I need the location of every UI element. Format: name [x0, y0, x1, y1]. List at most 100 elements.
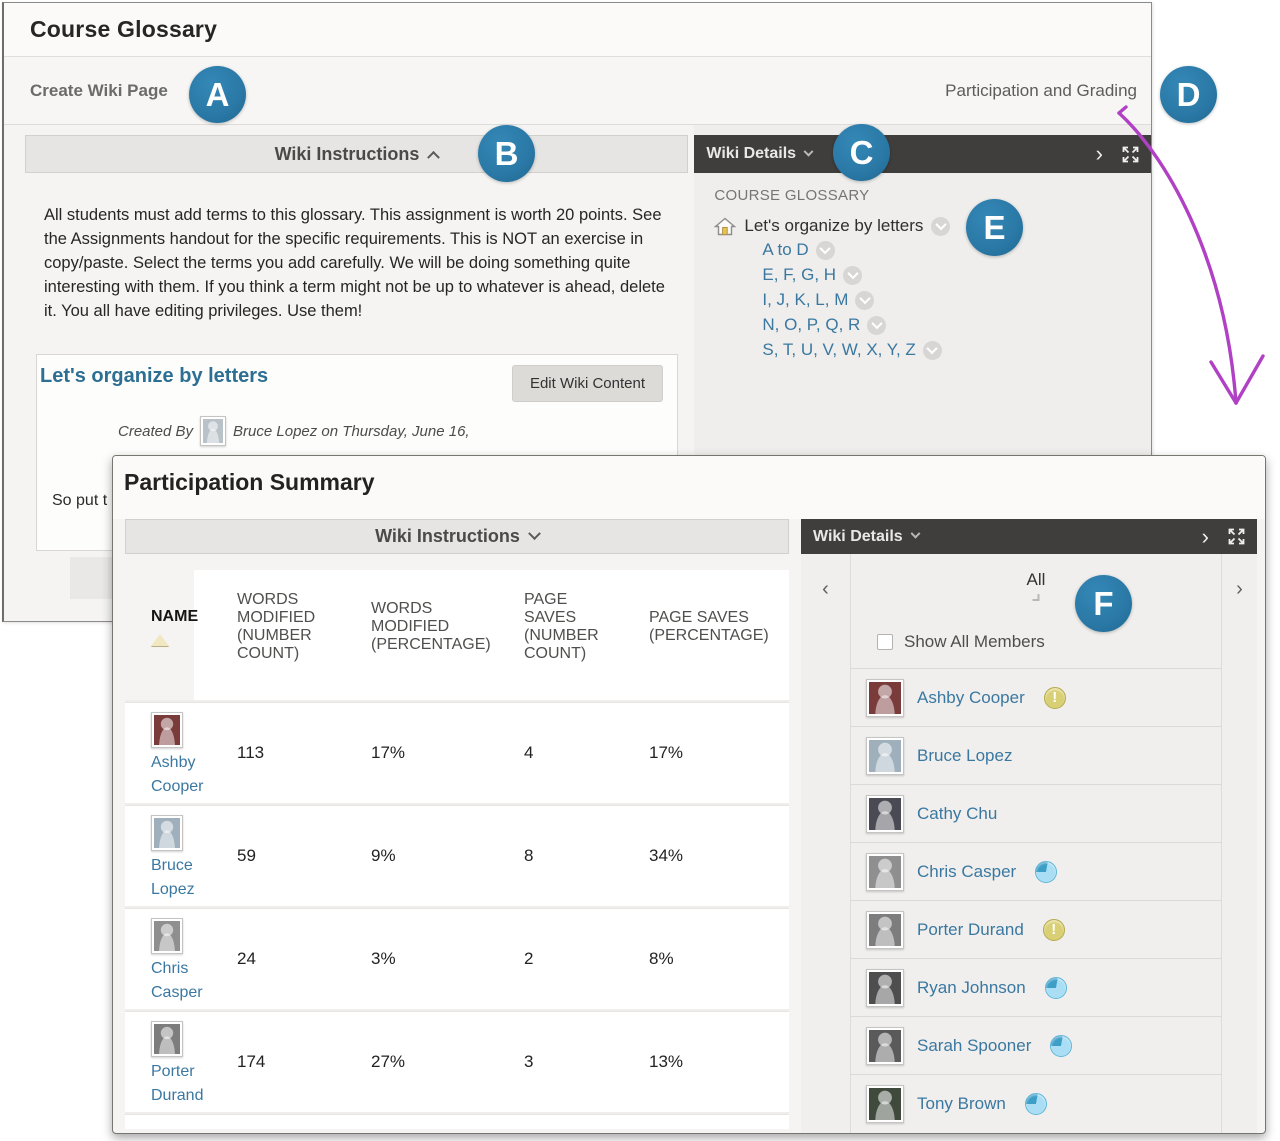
item-menu-chevron-icon[interactable]: [922, 340, 942, 360]
column-header-name[interactable]: NAME: [125, 608, 237, 646]
wiki-instructions-label: Wiki Instructions: [274, 143, 420, 164]
tree-page-link[interactable]: E, F, G, H: [762, 265, 837, 284]
column-header-words-pct[interactable]: WORDS MODIFIED (PERCENTAGE): [371, 600, 491, 653]
callout-badge-e: E: [966, 199, 1023, 256]
avatar: [866, 1084, 904, 1123]
overlay-wiki-details-header[interactable]: Wiki Details ›: [801, 519, 1257, 554]
column-header-saves-pct[interactable]: PAGE SAVES (PERCENTAGE): [649, 609, 769, 644]
show-all-members-label: Show All Members: [904, 632, 1045, 651]
words-modified-count: 24: [237, 948, 256, 968]
page-saves-count: 8: [524, 845, 534, 865]
item-menu-chevron-icon[interactable]: [815, 240, 835, 260]
avatar: [866, 794, 904, 833]
table-header-row: NAME WORDS MODIFIED (NUMBER COUNT) WORDS…: [125, 554, 789, 700]
wiki-details-label: Wiki Details: [706, 145, 797, 162]
member-status-icon: [1043, 686, 1066, 709]
tree-page-link[interactable]: N, O, P, Q, R: [762, 315, 861, 334]
expand-icon[interactable]: [1228, 528, 1245, 545]
member-list-item: Chris Casper: [851, 842, 1221, 900]
callout-badge-d: D: [1160, 66, 1217, 123]
creator-avatar: [200, 416, 227, 446]
member-link[interactable]: Chris Casper: [917, 861, 1017, 881]
column-header-saves-count[interactable]: PAGE SAVES (NUMBER COUNT): [524, 591, 599, 662]
edit-wiki-content-button[interactable]: Edit Wiki Content: [511, 365, 663, 402]
glossary-tree: COURSE GLOSSARY Let's organize by letter…: [694, 173, 1151, 360]
callout-badge-f: F: [1075, 575, 1132, 632]
avatar: [151, 712, 183, 748]
avatar: [866, 736, 904, 775]
previous-icon[interactable]: ‹: [801, 554, 851, 1133]
participation-summary-window: Participation Summary Wiki Instructions …: [112, 455, 1266, 1134]
item-menu-chevron-icon[interactable]: [867, 315, 887, 335]
show-all-members-row: Show All Members: [851, 616, 1221, 668]
tree-page-link[interactable]: S, T, U, V, W, X, Y, Z: [762, 340, 916, 359]
tree-root-label[interactable]: Let's organize by letters: [744, 216, 924, 235]
overlay-wiki-instructions-header[interactable]: Wiki Instructions: [125, 519, 789, 554]
wiki-instructions-header[interactable]: Wiki Instructions: [25, 135, 688, 173]
item-menu-chevron-icon[interactable]: [931, 216, 951, 236]
overlay-content: Wiki Instructions NAME WORDS MODIFIED (N…: [113, 519, 1265, 1133]
words-modified-pct: 3%: [371, 948, 396, 968]
tree-page-link[interactable]: A to D: [762, 240, 809, 259]
wiki-instructions-text: All students must add terms to this glos…: [44, 206, 665, 320]
tree-section-label: COURSE GLOSSARY: [714, 187, 870, 204]
create-wiki-page-button[interactable]: Create Wiki Page: [30, 80, 168, 100]
tree-item: E, F, G, H: [762, 265, 1151, 285]
words-modified-pct: 9%: [371, 845, 396, 865]
page-saves-pct: 8%: [649, 948, 674, 968]
tree-item: N, O, P, Q, R: [762, 315, 1151, 335]
tree-page-link[interactable]: I, J, K, L, M: [762, 290, 849, 309]
collapse-up-icon: [427, 150, 441, 164]
created-by-line: Created By Bruce Lopez on Thursday, June…: [118, 416, 677, 446]
member-name-link[interactable]: Ashby Cooper: [151, 754, 204, 795]
created-by-text: Bruce Lopez on Thursday, June 16,: [233, 422, 470, 440]
words-modified-count: 59: [237, 845, 256, 865]
avatar: [866, 678, 904, 717]
member-name-link[interactable]: Chris Casper: [151, 960, 203, 1001]
callout-badge-a: A: [189, 66, 246, 123]
participation-and-grading-link[interactable]: Participation and Grading: [945, 80, 1137, 100]
member-list-item: Bruce Lopez: [851, 726, 1221, 784]
member-link[interactable]: Sarah Spooner: [917, 1035, 1032, 1055]
tree-root-item[interactable]: Let's organize by letters: [714, 216, 1151, 236]
tree-item: S, T, U, V, W, X, Y, Z: [762, 340, 1151, 360]
callout-badge-b: B: [478, 125, 535, 182]
next-icon[interactable]: ›: [1221, 554, 1257, 1133]
action-bar: Create Wiki Page Participation and Gradi…: [4, 57, 1151, 125]
table-row: Bruce Lopez 59 9% 8 34%: [125, 803, 789, 906]
member-list-item: Ashby Cooper: [851, 668, 1221, 726]
item-menu-chevron-icon[interactable]: [855, 290, 875, 310]
page-saves-pct: 17%: [649, 742, 684, 762]
member-link[interactable]: Ryan Johnson: [917, 977, 1026, 997]
member-status-icon: [1024, 1092, 1047, 1115]
member-link[interactable]: Tony Brown: [917, 1093, 1006, 1113]
member-list-item: Ryan Johnson: [851, 958, 1221, 1016]
page-saves-count: 2: [524, 948, 534, 968]
overlay-title: Participation Summary: [124, 469, 375, 495]
member-link[interactable]: Porter Durand: [917, 919, 1024, 939]
member-name-link[interactable]: Bruce Lopez: [151, 857, 195, 898]
column-header-words-count[interactable]: WORDS MODIFIED (NUMBER COUNT): [237, 591, 316, 662]
filter-all-control[interactable]: All: [851, 554, 1221, 616]
wiki-details-header[interactable]: Wiki Details ›: [694, 135, 1151, 173]
sort-ascending-icon: [151, 634, 169, 646]
member-name-link[interactable]: Porter Durand: [151, 1063, 204, 1104]
member-link[interactable]: Bruce Lopez: [917, 745, 1013, 765]
page-saves-count: 4: [524, 742, 534, 762]
member-link[interactable]: Cathy Chu: [917, 803, 998, 823]
show-all-members-checkbox[interactable]: [877, 634, 893, 650]
member-link[interactable]: Ashby Cooper: [917, 687, 1025, 707]
expand-icon[interactable]: [1122, 146, 1139, 163]
chevron-right-icon[interactable]: ›: [1095, 141, 1103, 166]
page-saves-pct: 34%: [649, 845, 684, 865]
collapse-down-icon: [528, 527, 541, 541]
overlay-wiki-details-sidebar: Wiki Details › ‹ All Show All M: [801, 519, 1257, 1133]
table-row: Chris Casper 24 3% 2 8%: [125, 906, 789, 1009]
avatar: [151, 815, 183, 851]
member-list-item: Sarah Spooner: [851, 1016, 1221, 1074]
overlay-wiki-details-label: Wiki Details: [813, 527, 903, 545]
tree-item: A to D: [762, 240, 1151, 260]
avatar: [866, 910, 904, 949]
item-menu-chevron-icon[interactable]: [843, 265, 863, 285]
chevron-right-icon[interactable]: ›: [1201, 523, 1209, 549]
